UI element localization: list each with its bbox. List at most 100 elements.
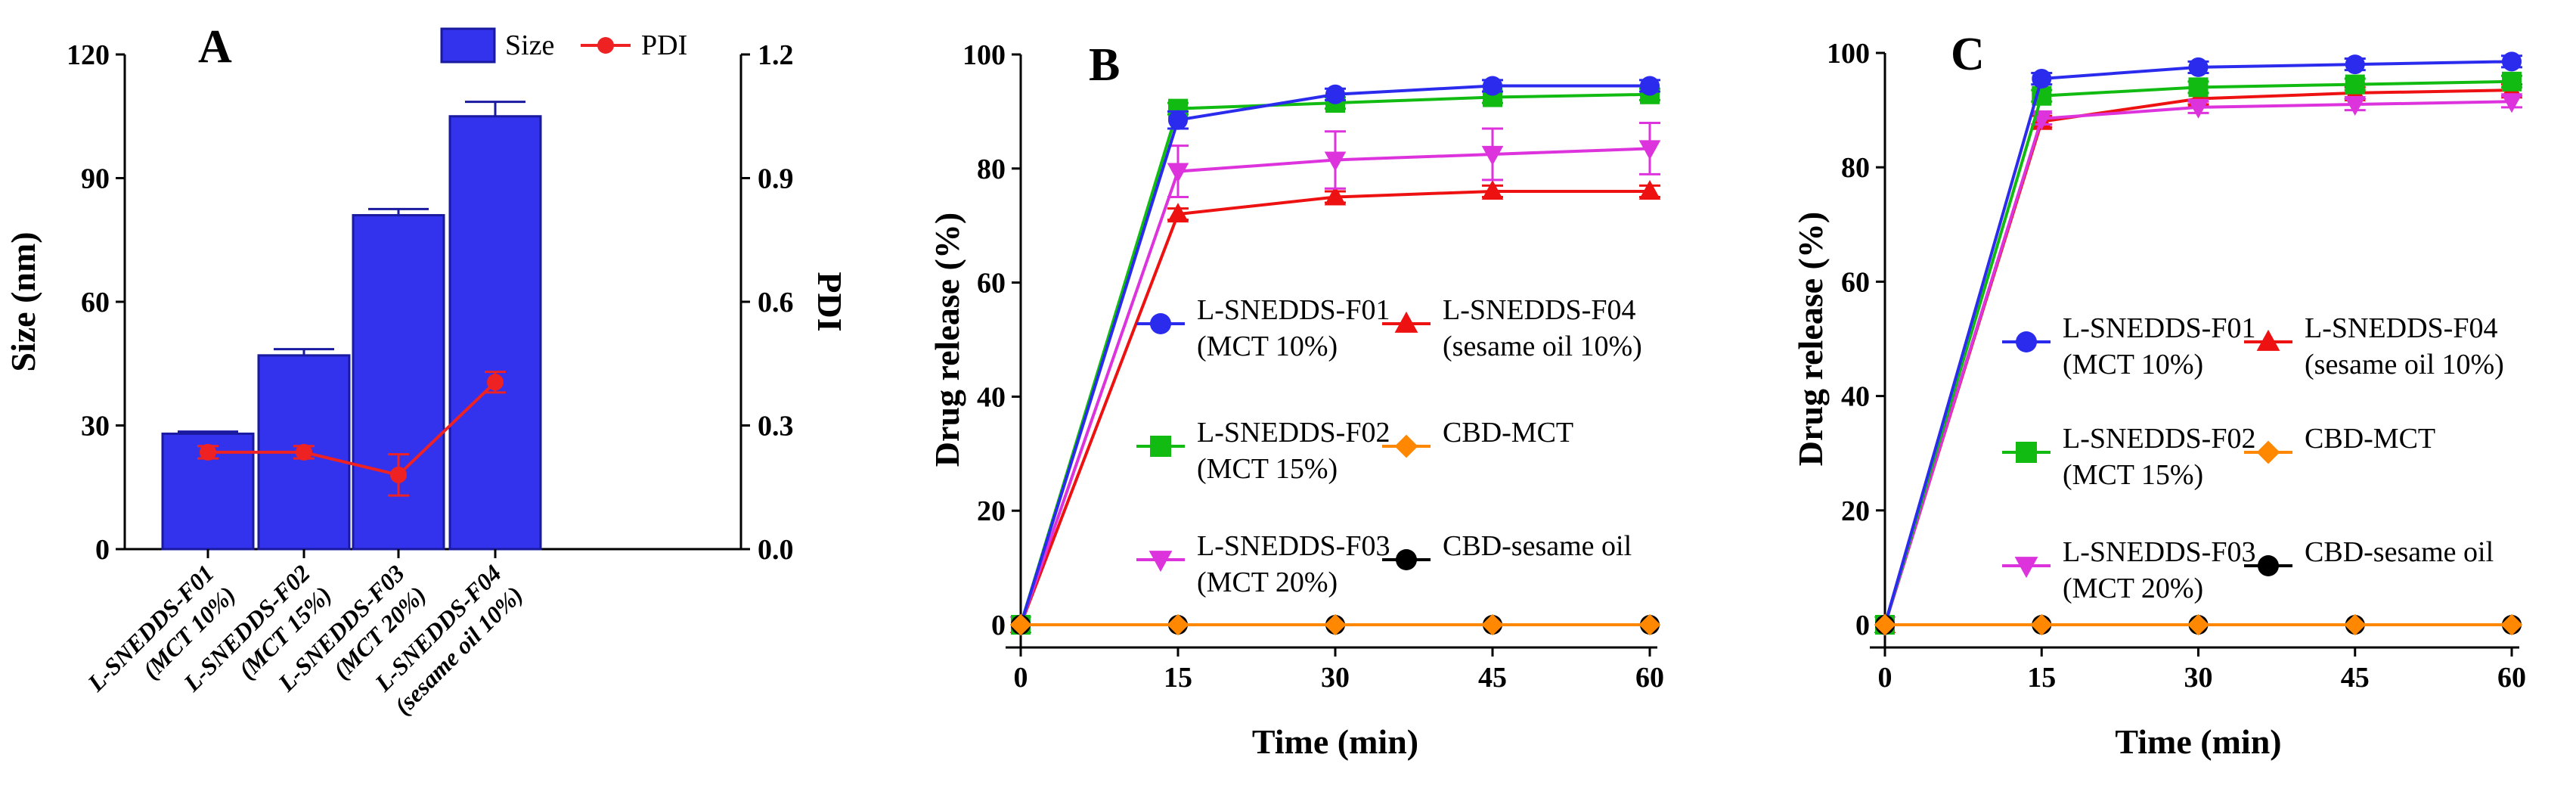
data-point [2188,57,2209,77]
bar [352,214,445,551]
legend-marker [1394,311,1418,333]
y2-axis-title: PDI [811,272,849,331]
data-point [1167,163,1189,183]
data-point [1481,180,1504,200]
y-tick-label: 60 [1841,266,1870,298]
data-point [1325,84,1345,104]
panel-letter-a: A [198,21,232,73]
data-point [1483,76,1502,96]
y-tick-label: 100 [1827,38,1870,70]
legend-pdi-label: PDI [641,29,687,61]
legend-marker [1150,313,1171,334]
data-point [1638,180,1661,200]
legend-sublabel: (MCT 10%) [1197,331,1338,362]
panel-c: 0 20 40 60 80 100 0 15 30 45 60 Time (min) Drug rele… [1791,38,2526,761]
data-point [1481,613,1504,636]
bar [448,115,542,551]
data-point [2344,613,2367,636]
data-point [1874,613,1896,636]
y2-tick-label: 0.9 [758,163,794,195]
x-tick-label: 45 [1478,662,1507,694]
legend-label: L-SNEDDS-F02 [2063,423,2255,455]
legend-label: L-SNEDDS-F04 [1443,294,1635,326]
legend-marker [1150,436,1171,457]
x-tick-label: 15 [2027,662,2056,694]
pdi-point [390,466,407,483]
data-point [2345,54,2365,75]
y2-tick-label: 1.2 [758,39,794,71]
x-tick-label: 0 [1878,662,1892,694]
x-axis-title: Time (min) [2115,722,2281,761]
y-tick-label: 100 [963,39,1006,71]
data-point [1324,151,1347,172]
legend-sublabel: (sesame oil 10%) [2305,349,2504,380]
x-tick-label: 15 [1164,662,1192,694]
pdi-point [487,374,504,391]
legend-marker [1149,551,1173,573]
data-point [2502,71,2522,92]
y-tick-label: 40 [977,381,1006,413]
legend-label: L-SNEDDS-F01 [1197,294,1390,326]
x-tick-label: 60 [1635,662,1664,694]
legend-size-label: Size [505,29,554,61]
x-tick-label: 60 [2497,662,2526,694]
legend-marker [2016,331,2037,352]
y2-tick-label: 0.0 [758,534,794,566]
data-point [1167,613,1189,636]
data-point [2188,77,2209,98]
y2-tick-label: 0.3 [758,411,794,442]
data-point [1168,110,1188,130]
data-point [2032,69,2052,89]
y-tick-label: 0 [95,534,110,566]
legend-pdi-marker [597,37,614,54]
data-point [2502,51,2522,72]
legend-sublabel: (MCT 15%) [2063,459,2203,491]
y-tick-label: 90 [81,163,110,195]
legend-label: CBD-sesame oil [1443,530,1632,562]
y-tick-label: 40 [1841,381,1870,413]
data-point [1638,613,1661,636]
legend-marker [1394,434,1418,458]
legend-marker [2014,557,2038,579]
data-point [1009,613,1032,636]
data-point [2500,613,2523,636]
x-tick-label: 30 [2184,662,2213,694]
data-point [1640,76,1660,96]
legend-label: CBD-sesame oil [2305,536,2494,568]
panel-letter-c: C [1951,29,1985,80]
legend-label: L-SNEDDS-F03 [1197,530,1390,562]
legend-marker [2258,555,2279,576]
y-axis-title: Drug release (%) [928,213,966,467]
panel-b: 0 20 40 60 80 100 0 15 30 45 60 Time (min) Drug rele… [928,39,1664,761]
y-tick-label: 30 [81,411,110,442]
legend-sublabel: (MCT 10%) [2063,349,2203,380]
legend-marker [2016,442,2037,463]
pdi-point [296,443,312,461]
data-point [2030,613,2053,636]
legend-sublabel: (sesame oil 10%) [1443,331,1642,362]
y-tick-label: 0 [991,610,1006,641]
legend-label: L-SNEDDS-F03 [2063,536,2255,568]
y2-tick-label: 0.6 [758,287,794,318]
data-point [2187,98,2209,119]
data-point [2500,93,2523,113]
y-tick-label: 120 [67,39,110,71]
x-axis-title: Time (min) [1252,722,1418,761]
data-point [2344,95,2367,116]
x-tick-label: 0 [1014,662,1028,694]
data-point [2187,613,2209,636]
y-tick-label: 80 [977,154,1006,185]
data-point [1481,145,1504,166]
legend-size-swatch [440,27,496,64]
y-tick-label: 60 [977,268,1006,300]
legend-sublabel: (MCT 20%) [2063,573,2203,604]
pdi-line [208,380,497,477]
legend-label: L-SNEDDS-F02 [1197,417,1390,449]
pdi-point [200,443,216,461]
data-point [1638,140,1661,160]
data-point [1167,203,1189,223]
legend-marker [2256,329,2280,351]
y-axis-title: Size (nm) [4,231,42,371]
